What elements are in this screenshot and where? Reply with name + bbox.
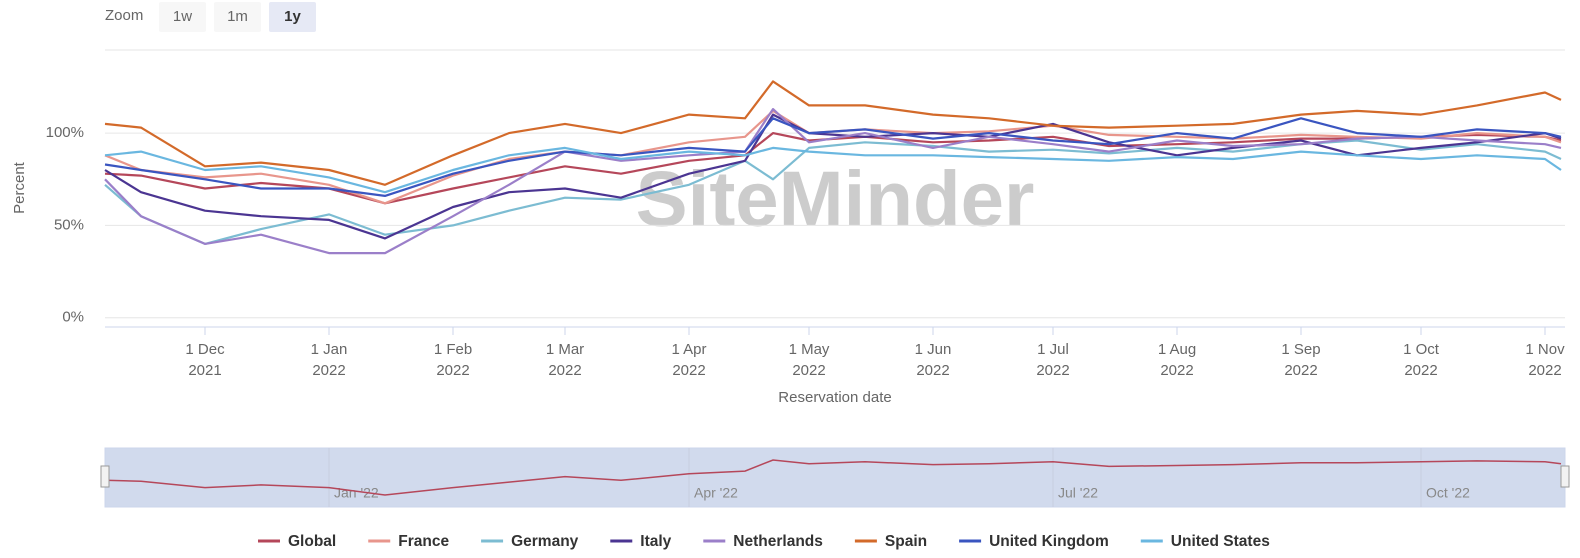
zoom-button-label: 1w bbox=[173, 8, 192, 25]
y-tick-label: 0% bbox=[62, 309, 84, 326]
series-line bbox=[104, 108, 1562, 255]
legend-label: Italy bbox=[640, 533, 671, 550]
navigator-tick-label: Apr '22 bbox=[694, 485, 738, 501]
x-tick-label: 1 May 2022 bbox=[789, 341, 830, 379]
legend-item[interactable]: Germany bbox=[481, 533, 579, 550]
x-tick-label: 1 Dec 2021 bbox=[185, 341, 225, 379]
navigator-handle[interactable] bbox=[1560, 465, 1570, 488]
legend-item[interactable]: United Kingdom bbox=[959, 533, 1109, 550]
zoom-label: Zoom bbox=[105, 7, 143, 24]
zoom-button-bg bbox=[269, 2, 316, 32]
x-tick-label: 1 Sep 2022 bbox=[1281, 341, 1320, 379]
legend-label: United Kingdom bbox=[989, 533, 1109, 550]
legend-label: Global bbox=[288, 533, 336, 550]
legend-item[interactable]: Italy bbox=[610, 533, 672, 550]
zoom-button[interactable]: 1y bbox=[269, 2, 316, 32]
x-tick-label: 1 Feb 2022 bbox=[434, 341, 472, 379]
y-tick-label: 100% bbox=[46, 124, 84, 141]
legend-item[interactable]: Netherlands bbox=[703, 533, 823, 550]
zoom-button[interactable]: 1m bbox=[214, 2, 261, 32]
x-tick-label: 1 Aug 2022 bbox=[1158, 341, 1196, 379]
legend-label: Netherlands bbox=[733, 533, 823, 550]
legend-item[interactable]: Spain bbox=[854, 533, 927, 550]
navigator-tick-label: Oct '22 bbox=[1426, 485, 1470, 501]
legend-label: Spain bbox=[885, 533, 927, 550]
series-line bbox=[104, 80, 1562, 186]
zoom-button-label: 1m bbox=[227, 8, 248, 25]
x-tick-label: 1 Jan 2022 bbox=[311, 341, 348, 379]
navigator-handle[interactable] bbox=[100, 465, 110, 488]
y-tick-label: 50% bbox=[54, 216, 84, 233]
navigator-mask bbox=[104, 447, 1566, 508]
x-tick-label: 1 Oct 2022 bbox=[1403, 341, 1440, 379]
navigator-tick-label: Jul '22 bbox=[1058, 485, 1098, 501]
zoom-button-bg bbox=[214, 2, 261, 32]
legend-label: United States bbox=[1171, 533, 1270, 550]
legend-item[interactable]: United States bbox=[1140, 533, 1270, 550]
legend-item[interactable]: France bbox=[368, 533, 449, 550]
zoom-button[interactable]: 1w bbox=[159, 2, 206, 32]
x-axis-title: Reservation date bbox=[778, 389, 891, 406]
x-tick-label: 1 Apr 2022 bbox=[671, 341, 706, 379]
navigator-line bbox=[104, 459, 1562, 496]
zoom-button-bg bbox=[159, 2, 206, 32]
x-tick-label: 1 Mar 2022 bbox=[546, 341, 584, 379]
legend-item[interactable]: Global bbox=[258, 533, 336, 550]
legend-label: France bbox=[398, 533, 449, 550]
zoom-button-label: 1y bbox=[284, 8, 301, 25]
legend-label: Germany bbox=[511, 533, 579, 550]
series-line bbox=[104, 139, 1562, 245]
series-line bbox=[104, 132, 1562, 205]
series-line bbox=[104, 146, 1562, 194]
x-tick-label: 1 Jun 2022 bbox=[915, 341, 952, 379]
y-axis-title: Percent bbox=[11, 161, 28, 214]
x-tick-label: 1 Jul 2022 bbox=[1036, 341, 1069, 379]
series-line bbox=[104, 117, 1562, 197]
x-tick-label: 1 Nov 2022 bbox=[1525, 341, 1565, 379]
navigator-tick-label: Jan '22 bbox=[334, 485, 379, 501]
watermark: SiteMinder bbox=[636, 155, 1035, 243]
